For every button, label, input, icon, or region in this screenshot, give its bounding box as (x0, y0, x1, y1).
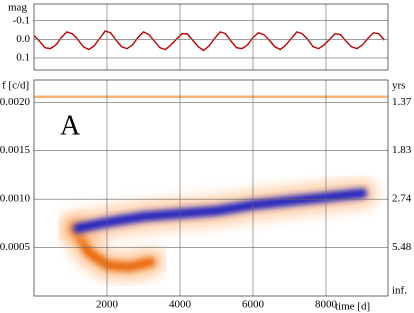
y-axis-label: mag (8, 2, 27, 14)
y2-tick-label: 1.83 (392, 144, 412, 156)
y-tick-label: 0.0010 (0, 193, 31, 205)
x-tick-label: 4000 (169, 299, 192, 311)
y-tick-label: -0.1 (13, 14, 30, 26)
ridge (72, 188, 368, 234)
x-tick-label: 8000 (315, 299, 338, 311)
y-axis-label: f [c/d] (2, 80, 29, 92)
y2-axis-label: yrs (392, 80, 405, 92)
y2-tick-label: 5.48 (392, 241, 412, 253)
annotation: A (60, 110, 81, 141)
y-tick-label: 0.0015 (0, 144, 31, 156)
y-tick-label: 0.1 (16, 51, 30, 63)
plot-area (34, 30, 385, 52)
x-axis-label: time [d] (335, 301, 370, 313)
y2-tick-label: 1.37 (392, 96, 412, 108)
y2-tick-label: inf. (392, 285, 407, 297)
x-tick-label: 2000 (96, 299, 119, 311)
y-tick-label: 0.0020 (0, 96, 31, 108)
x-tick-label: 6000 (242, 299, 265, 311)
y-tick-label: 0.0 (16, 33, 30, 45)
plot-frame (33, 79, 389, 297)
plot-area (34, 81, 388, 283)
plot-frame (33, 3, 389, 71)
ridge (34, 91, 388, 103)
data-line (34, 30, 385, 52)
y-tick-label: 0.0005 (0, 241, 31, 253)
y2-tick-label: 2.74 (392, 193, 412, 205)
